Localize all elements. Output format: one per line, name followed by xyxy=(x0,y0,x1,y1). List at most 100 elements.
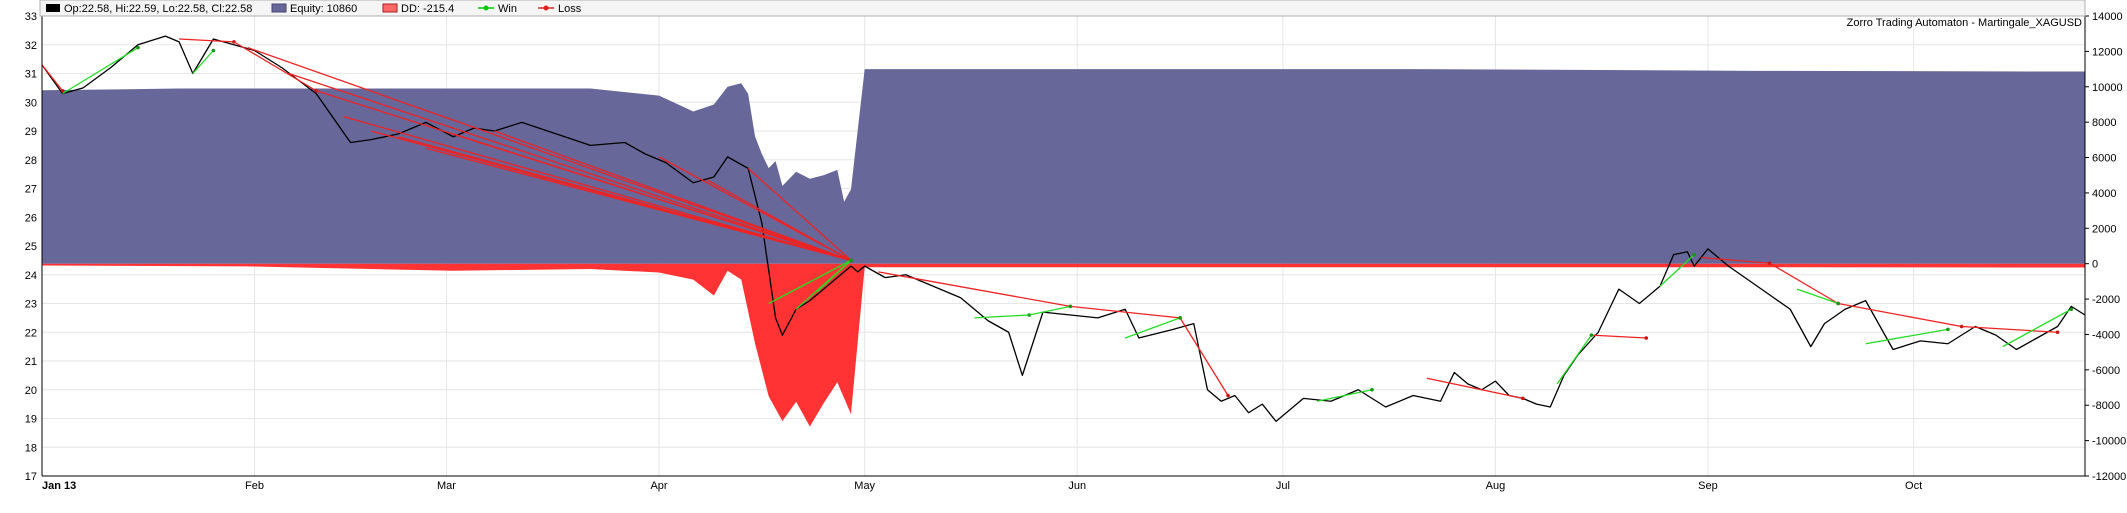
loss-trade-line xyxy=(706,179,852,261)
price-tick-label: 18 xyxy=(25,442,37,454)
win-trade-marker xyxy=(211,48,216,53)
win-trade-line xyxy=(1659,254,1695,287)
win-trade-marker xyxy=(1370,387,1374,392)
chart-title: Zorro Trading Automaton - Martingale_XAG… xyxy=(1847,17,2082,29)
loss-trade-line xyxy=(1179,317,1229,396)
win-trade-marker xyxy=(849,258,853,263)
loss-trade-marker xyxy=(1959,324,1964,329)
price-tick-label: 20 xyxy=(25,385,37,397)
loss-trade-line xyxy=(453,133,852,261)
price-series-line xyxy=(41,35,2086,423)
price-tick-label: 22 xyxy=(25,327,37,339)
loss-trade-line xyxy=(425,147,852,262)
win-trade-line xyxy=(1029,305,1071,316)
equity-tick-label: 10000 xyxy=(2092,82,2123,94)
price-tick-label: 30 xyxy=(25,97,37,109)
price-tick-label: 24 xyxy=(25,270,37,282)
price-tick-label: 26 xyxy=(25,212,37,224)
price-tick-label: 29 xyxy=(25,126,37,138)
loss-trade-line xyxy=(1838,302,1962,328)
win-trade-marker xyxy=(136,45,140,50)
equity-tick-label: 8000 xyxy=(2092,117,2116,129)
win-trade-marker xyxy=(1589,333,1594,337)
equity-area-fill xyxy=(42,69,2085,264)
loss-trade-line xyxy=(288,72,852,261)
legend-win-marker xyxy=(483,5,489,11)
win-trade-marker xyxy=(1692,252,1697,257)
win-trade-line xyxy=(1317,389,1373,402)
date-tick-label: Aug xyxy=(1486,480,1506,492)
date-tick-label: Jun xyxy=(1068,480,1086,492)
date-tick-label: Apr xyxy=(650,480,667,492)
legend-background xyxy=(39,0,2086,17)
loss-trade-marker xyxy=(60,88,65,93)
loss-trade-line xyxy=(343,115,852,262)
win-trade-line xyxy=(2002,308,2072,348)
date-tick-label: Jul xyxy=(1276,480,1290,492)
equity-tick-label: -2000 xyxy=(2092,294,2120,306)
win-trade-marker xyxy=(2069,307,2074,312)
equity-tick-label: 6000 xyxy=(2092,153,2116,165)
loss-trade-line xyxy=(398,136,852,262)
legend-dd: DD: -215.4 xyxy=(401,3,454,15)
loss-trade-marker xyxy=(1521,396,1525,401)
legend-swatch-equity xyxy=(271,3,287,13)
equity-tick-label: 0 xyxy=(2092,259,2098,271)
date-tick-label: Mar xyxy=(437,480,456,492)
win-trade-marker xyxy=(1836,301,1840,306)
price-tick-label: 19 xyxy=(25,414,37,426)
equity-tick-label: 2000 xyxy=(2092,223,2116,235)
axes: 17 18 19 20 21 22 23 24 25 26 27 28 29 30 31 32 33 -12000… xyxy=(25,11,2127,492)
loss-trade-line xyxy=(747,167,852,261)
price-tick-label: 25 xyxy=(25,241,37,253)
win-trade-line xyxy=(768,259,852,305)
win-trade-line xyxy=(816,259,852,293)
price-tick-label: 17 xyxy=(25,471,37,483)
equity-tick-label: -6000 xyxy=(2092,365,2120,377)
date-tick-label: May xyxy=(854,480,875,492)
equity-tick-label: 12000 xyxy=(2092,46,2123,58)
price-line xyxy=(41,35,2086,423)
loss-trade-line xyxy=(1701,256,1770,264)
date-tick-label: Oct xyxy=(1905,480,1922,492)
date-tick-label: Sep xyxy=(1698,480,1718,492)
loss-trade-line xyxy=(1769,262,1839,305)
win-trade-marker xyxy=(1946,327,1950,332)
legend-swatch-ohlc xyxy=(46,4,60,12)
legend: Op:22.58, Hi:22.59, Lo:22.58, Cl:22.58 E… xyxy=(39,0,2086,17)
legend-ohlc: Op:22.58, Hi:22.59, Lo:22.58, Cl:22.58 xyxy=(64,3,252,15)
win-trade-line xyxy=(62,47,139,95)
win-trade-marker xyxy=(1178,316,1182,320)
price-tick-label: 33 xyxy=(25,11,37,23)
loss-trade-line xyxy=(878,271,1071,308)
price-tick-label: 27 xyxy=(25,184,37,196)
win-trade-marker xyxy=(1068,304,1073,309)
loss-trade-line xyxy=(247,47,852,261)
price-tick-label: 21 xyxy=(25,356,37,368)
loss-trade-line xyxy=(1426,377,1523,400)
equity-tick-label: -8000 xyxy=(2092,400,2120,412)
loss-trade-line xyxy=(233,41,317,92)
legend-loss-marker xyxy=(543,5,549,11)
win-trade-line xyxy=(192,50,214,74)
win-trade-line xyxy=(1124,317,1181,339)
loss-trade-line xyxy=(1961,325,2058,333)
loss-trade-line xyxy=(41,64,64,92)
equity-tick-label: -12000 xyxy=(2092,471,2126,483)
loss-trade-line xyxy=(1591,334,1647,339)
equity-tick-label: -4000 xyxy=(2092,329,2120,341)
equity-tick-label: -10000 xyxy=(2092,436,2126,448)
loss-trade-line xyxy=(1070,305,1181,319)
price-tick-label: 23 xyxy=(25,299,37,311)
price-tick-label: 32 xyxy=(25,40,37,52)
win-trade-line xyxy=(974,314,1030,319)
legend-equity: Equity: 10860 xyxy=(290,3,357,15)
equity-tick-label: 14000 xyxy=(2092,11,2123,23)
loss-trade-marker xyxy=(1226,393,1230,398)
win-trade-line xyxy=(1556,334,1592,385)
date-tick-label: Feb xyxy=(245,480,264,492)
price-tick-label: 31 xyxy=(25,69,37,81)
loss-trade-marker xyxy=(2055,330,2060,335)
equity-area xyxy=(42,69,2085,264)
